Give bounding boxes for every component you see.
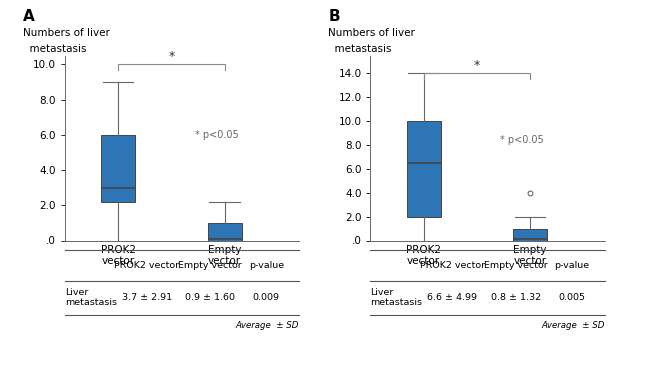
Text: 0.8 ± 1.32: 0.8 ± 1.32 bbox=[491, 293, 541, 302]
Bar bbox=[407, 121, 441, 216]
Text: Empty vector: Empty vector bbox=[178, 261, 242, 270]
Text: Numbers of liver: Numbers of liver bbox=[328, 28, 415, 38]
Text: *: * bbox=[474, 60, 480, 73]
Text: Liver
metastasis: Liver metastasis bbox=[370, 288, 422, 307]
Text: PROK2 vector: PROK2 vector bbox=[420, 261, 485, 270]
Text: Liver
metastasis: Liver metastasis bbox=[65, 288, 117, 307]
Text: Average  ± SD: Average ± SD bbox=[541, 321, 604, 330]
Bar bbox=[207, 223, 242, 240]
Text: Empty vector: Empty vector bbox=[484, 261, 547, 270]
Text: Average  ± SD: Average ± SD bbox=[235, 321, 299, 330]
Text: metastasis: metastasis bbox=[23, 44, 86, 54]
Text: 3.7 ± 2.91: 3.7 ± 2.91 bbox=[122, 293, 172, 302]
Text: 0.005: 0.005 bbox=[558, 293, 585, 302]
Text: B: B bbox=[328, 9, 340, 24]
Bar bbox=[101, 135, 135, 202]
Text: PROK2 vector: PROK2 vector bbox=[114, 261, 179, 270]
Text: * p<0.05: * p<0.05 bbox=[195, 130, 239, 140]
Text: A: A bbox=[23, 9, 34, 24]
Text: 0.9 ± 1.60: 0.9 ± 1.60 bbox=[185, 293, 235, 302]
Text: metastasis: metastasis bbox=[328, 44, 392, 54]
Text: p-value: p-value bbox=[554, 261, 590, 270]
Bar bbox=[513, 229, 547, 240]
Text: p-value: p-value bbox=[249, 261, 284, 270]
Text: 6.6 ± 4.99: 6.6 ± 4.99 bbox=[428, 293, 477, 302]
Text: * p<0.05: * p<0.05 bbox=[500, 135, 544, 145]
Text: Numbers of liver: Numbers of liver bbox=[23, 28, 110, 38]
Text: *: * bbox=[168, 50, 174, 63]
Text: 0.009: 0.009 bbox=[253, 293, 280, 302]
